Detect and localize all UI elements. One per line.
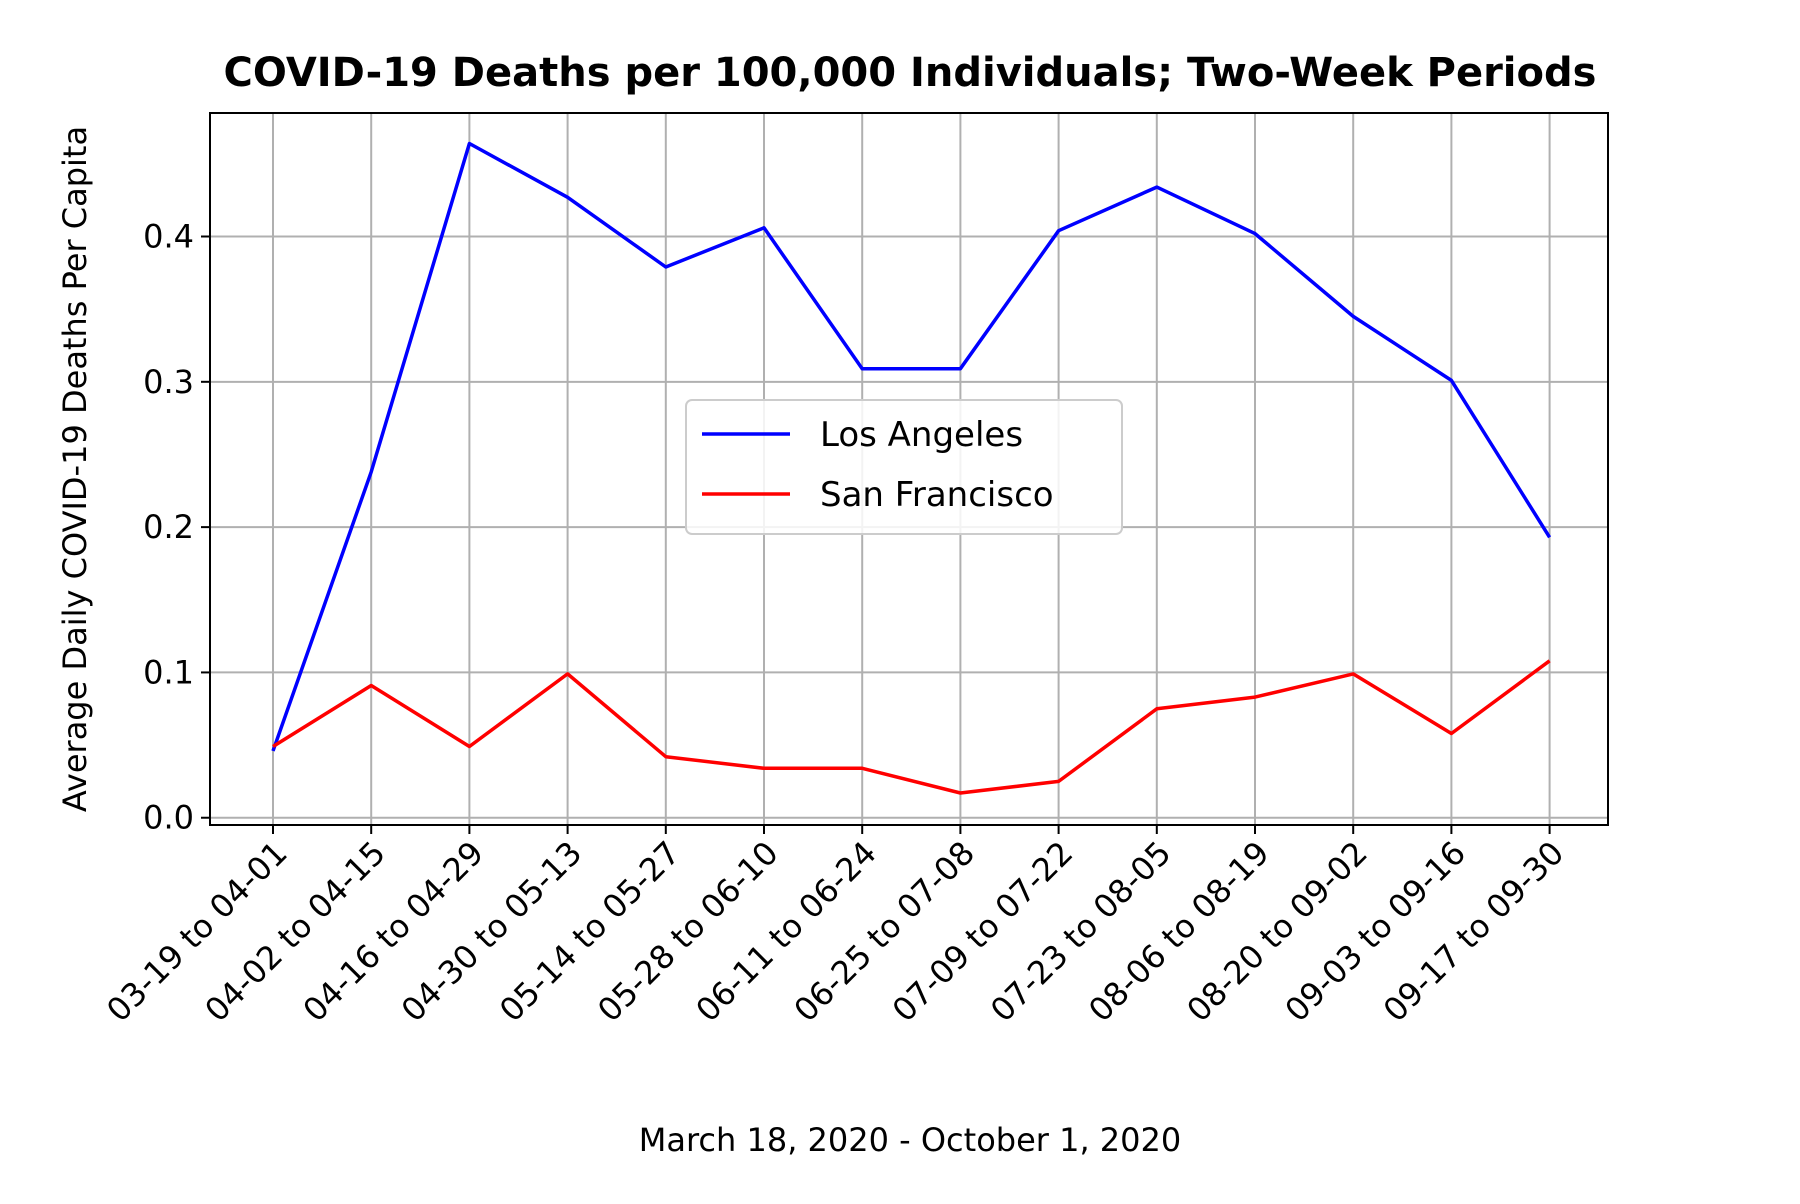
x-tick-label: 05-28 to 06-10 (590, 834, 785, 1029)
chart-title: COVID-19 Deaths per 100,000 Individuals;… (224, 50, 1597, 96)
y-tick-label: 0.2 (143, 508, 194, 546)
y-axis-label: Average Daily COVID-19 Deaths Per Capita (56, 126, 94, 812)
x-tick-label: 05-14 to 05-27 (492, 834, 687, 1029)
x-tick-label: 04-02 to 04-15 (197, 834, 392, 1029)
x-tick-label: 08-20 to 09-02 (1179, 834, 1374, 1029)
x-tick-label: 08-06 to 08-19 (1081, 834, 1276, 1029)
legend-label: San Francisco (820, 475, 1054, 515)
x-tick-label: 07-09 to 07-22 (885, 834, 1080, 1029)
x-tick-label: 06-25 to 07-08 (787, 834, 982, 1029)
legend-label: Los Angeles (820, 415, 1023, 455)
x-tick-label: 06-11 to 06-24 (688, 834, 883, 1029)
legend: Los Angeles San Francisco (686, 400, 1122, 534)
series-line-san-francisco (273, 661, 1550, 793)
x-tick-label: 03-19 to 04-01 (99, 834, 294, 1029)
y-tick-label: 0.4 (143, 218, 194, 256)
x-axis-label: March 18, 2020 - October 1, 2020 (639, 1121, 1181, 1159)
x-tick-label: 09-17 to 09-30 (1376, 834, 1571, 1029)
y-tick-label: 0.0 (143, 799, 194, 837)
y-axis-ticks: 0.0 0.1 0.2 0.3 0.4 (143, 218, 210, 837)
y-tick-label: 0.3 (143, 363, 194, 401)
y-tick-label: 0.1 (143, 653, 194, 691)
x-tick-label: 04-30 to 05-13 (394, 834, 589, 1029)
x-tick-label: 07-23 to 08-05 (983, 834, 1178, 1029)
x-tick-label: 09-03 to 09-16 (1278, 834, 1473, 1029)
x-tick-label: 04-16 to 04-29 (296, 834, 491, 1029)
